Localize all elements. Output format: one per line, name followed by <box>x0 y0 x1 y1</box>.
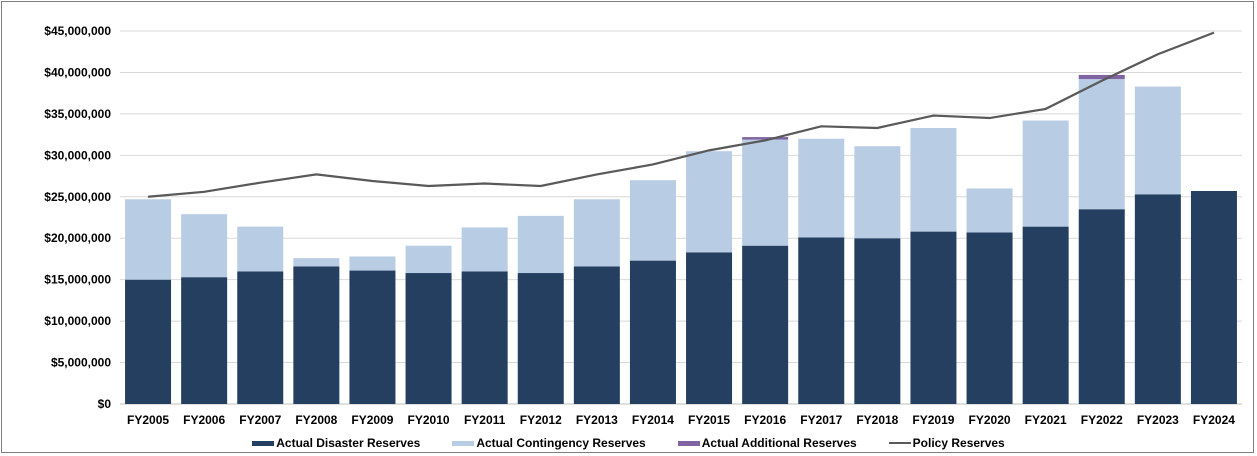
x-tick-label: FY2017 <box>800 413 842 427</box>
legend: Actual Disaster Reserves Actual Continge… <box>0 434 1257 452</box>
legend-swatch-contingency <box>452 440 475 446</box>
bar-disaster-FY2006 <box>181 277 228 404</box>
bar-disaster-FY2015 <box>686 252 733 404</box>
bar-contingency-FY2005 <box>125 199 172 280</box>
bar-contingency-FY2022 <box>1078 79 1125 210</box>
bar-contingency-FY2007 <box>237 226 284 272</box>
bar-disaster-FY2008 <box>293 266 340 404</box>
legend-item-policy: Policy Reserves <box>888 436 1005 450</box>
x-tick-label: FY2020 <box>969 413 1011 427</box>
bar-disaster-FY2017 <box>798 237 845 404</box>
y-tick-label: $15,000,000 <box>44 273 111 287</box>
bar-disaster-FY2005 <box>125 279 172 404</box>
legend-label-additional: Actual Additional Reserves <box>701 436 857 450</box>
x-tick-label: FY2010 <box>408 413 450 427</box>
legend-swatch-additional <box>677 440 700 446</box>
x-axis-ticks: FY2005 FY2006 FY2007 FY2008 FY2009 FY2010 FY20… <box>127 413 1235 427</box>
y-tick-label: $0 <box>98 397 112 411</box>
bar-contingency-FY2010 <box>405 245 452 274</box>
policy-line-layer <box>147 31 1215 198</box>
x-tick-label: FY2021 <box>1025 413 1067 427</box>
bar-disaster-FY2022 <box>1078 209 1125 404</box>
legend-label-contingency: Actual Contingency Reserves <box>476 436 646 450</box>
x-tick-label: FY2013 <box>576 413 618 427</box>
x-tick-label: FY2019 <box>912 413 954 427</box>
y-tick-label: $40,000,000 <box>44 65 111 79</box>
y-tick-label: $25,000,000 <box>44 190 111 204</box>
bar-disaster-FY2012 <box>517 273 564 404</box>
bar-contingency-FY2021 <box>1022 120 1069 227</box>
y-tick-label: $5,000,000 <box>51 356 111 370</box>
bars <box>125 74 1237 404</box>
y-tick-label: $10,000,000 <box>44 314 111 328</box>
bar-contingency-FY2018 <box>854 146 901 239</box>
legend-swatch-policy <box>888 442 911 444</box>
y-tick-label: $35,000,000 <box>44 107 111 121</box>
legend-item-additional: Actual Additional Reserves <box>677 436 857 450</box>
bar-contingency-FY2017 <box>798 138 845 238</box>
bar-contingency-FY2019 <box>910 127 957 232</box>
bar-contingency-FY2006 <box>181 214 228 278</box>
bar-disaster-FY2011 <box>461 271 508 404</box>
bar-disaster-FY2020 <box>966 232 1013 404</box>
bar-disaster-FY2010 <box>405 273 452 404</box>
x-tick-label: FY2008 <box>295 413 337 427</box>
y-tick-label: $20,000,000 <box>44 231 111 245</box>
x-tick-label: FY2023 <box>1137 413 1179 427</box>
bar-disaster-FY2009 <box>349 270 396 404</box>
y-axis-ticks: $0 $5,000,000 $10,000,000 $15,000,000 $20,00… <box>44 24 111 411</box>
x-tick-label: FY2007 <box>239 413 281 427</box>
x-tick-label: FY2014 <box>632 413 674 427</box>
x-tick-label: FY2016 <box>744 413 786 427</box>
bar-disaster-FY2016 <box>742 245 789 404</box>
legend-label-disaster: Actual Disaster Reserves <box>276 436 421 450</box>
bar-disaster-FY2014 <box>629 260 676 404</box>
bar-contingency-FY2011 <box>461 227 508 272</box>
x-tick-label: FY2009 <box>351 413 393 427</box>
legend-label-policy: Policy Reserves <box>912 436 1005 450</box>
bar-disaster-FY2021 <box>1022 226 1069 404</box>
bar-disaster-FY2019 <box>910 231 957 404</box>
bar-disaster-FY2018 <box>854 238 901 404</box>
x-tick-label: FY2012 <box>520 413 562 427</box>
x-tick-label: FY2005 <box>127 413 169 427</box>
x-tick-label: FY2006 <box>183 413 225 427</box>
x-tick-label: FY2015 <box>688 413 730 427</box>
bar-disaster-FY2013 <box>573 266 620 404</box>
x-tick-label: FY2024 <box>1193 413 1235 427</box>
legend-swatch-disaster <box>252 440 275 446</box>
gridlines <box>120 30 1242 405</box>
bar-disaster-FY2007 <box>237 271 284 404</box>
x-tick-label: FY2022 <box>1081 413 1123 427</box>
bar-contingency-FY2020 <box>966 188 1013 233</box>
bar-contingency-FY2012 <box>517 215 564 274</box>
bar-additional-FY2016 <box>742 137 789 140</box>
bar-contingency-FY2023 <box>1134 86 1181 195</box>
bar-contingency-FY2008 <box>293 258 340 267</box>
legend-item-contingency: Actual Contingency Reserves <box>452 436 646 450</box>
bar-additional-FY2022 <box>1078 74 1125 80</box>
bar-disaster-FY2023 <box>1134 194 1181 404</box>
legend-item-disaster: Actual Disaster Reserves <box>252 436 420 450</box>
policy-reserves-line <box>147 31 1215 198</box>
bar-contingency-FY2009 <box>349 256 396 271</box>
y-tick-label: $30,000,000 <box>44 148 111 162</box>
bar-contingency-FY2014 <box>629 180 676 261</box>
bar-disaster-FY2024 <box>1190 190 1237 404</box>
y-tick-label: $45,000,000 <box>44 24 111 38</box>
x-tick-label: FY2011 <box>464 413 506 427</box>
bar-contingency-FY2015 <box>686 151 733 253</box>
x-tick-label: FY2018 <box>856 413 898 427</box>
bar-contingency-FY2016 <box>742 139 789 246</box>
bar-contingency-FY2013 <box>573 199 620 267</box>
